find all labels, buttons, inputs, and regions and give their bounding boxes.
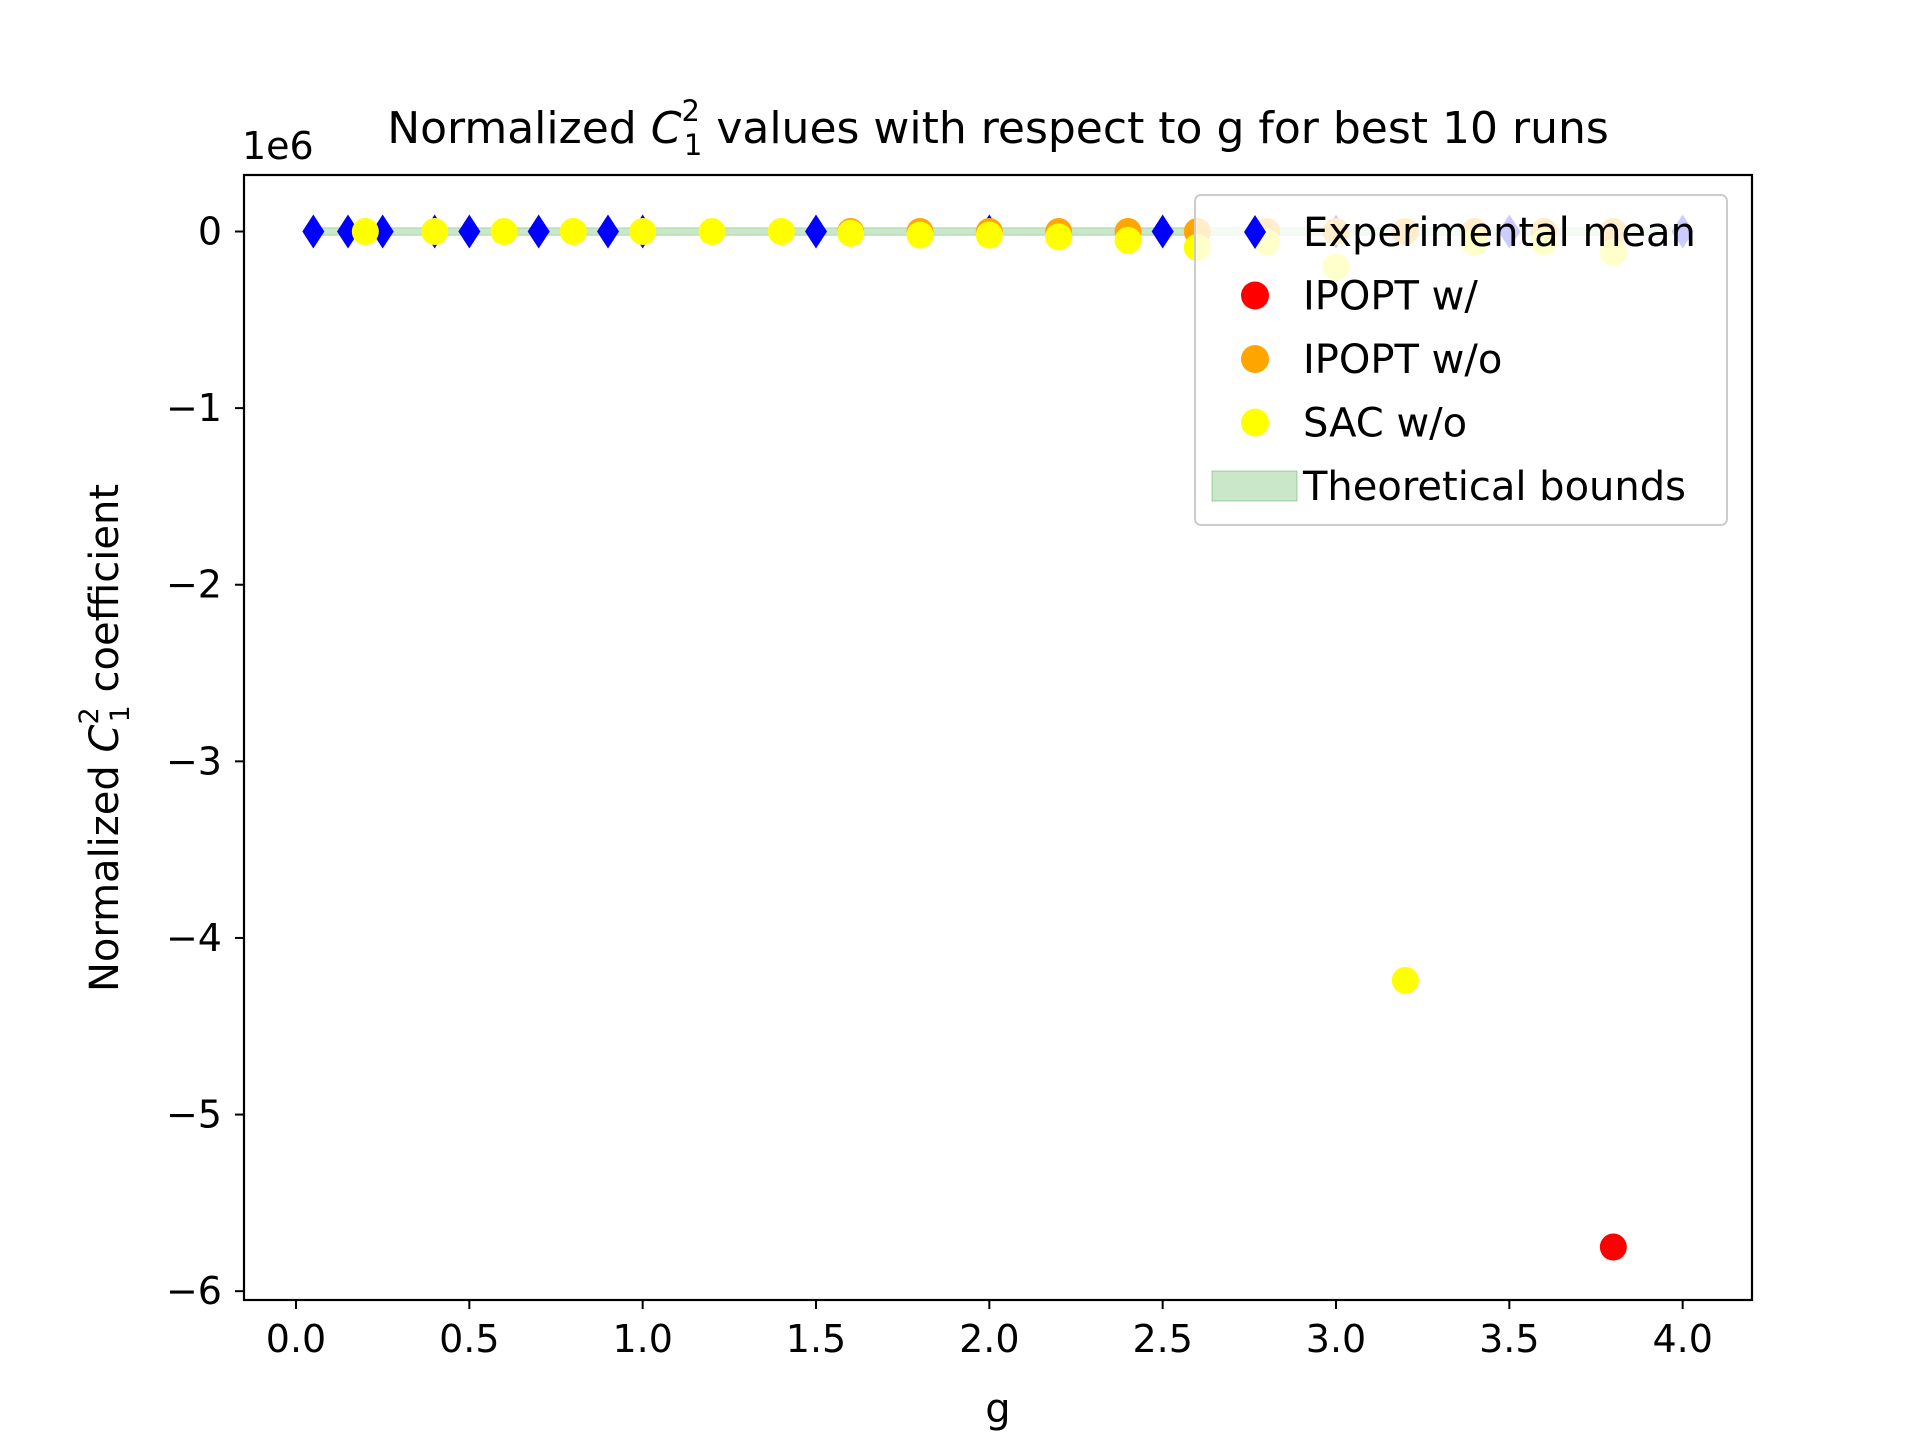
axes-frame bbox=[242, 173, 1754, 1302]
x-tick-label: 4.0 bbox=[1652, 1317, 1712, 1361]
x-axis-label: g bbox=[985, 1386, 1010, 1432]
x-tick-label: 3.5 bbox=[1479, 1317, 1539, 1361]
legend-label: Theoretical bounds bbox=[1302, 464, 1686, 510]
x-tick-label: 2.0 bbox=[959, 1317, 1019, 1361]
legend-item: Experimental mean bbox=[1244, 210, 1696, 256]
x-tick-label: 3.0 bbox=[1306, 1317, 1366, 1361]
y-tick-label: 0 bbox=[198, 210, 222, 254]
x-tick-label: 0.5 bbox=[439, 1317, 499, 1361]
data-point bbox=[458, 214, 481, 249]
data-point bbox=[559, 218, 587, 246]
data-point bbox=[805, 214, 827, 249]
legend-marker-circle bbox=[1241, 408, 1269, 437]
x-tick-label: 1.0 bbox=[612, 1317, 672, 1361]
data-point bbox=[490, 218, 518, 246]
data-point bbox=[975, 221, 1003, 249]
chart-title: Normalized C2 1 values with respect to g … bbox=[387, 94, 1609, 162]
y-axis-label: Normalized C21 coefficient bbox=[74, 484, 136, 992]
y-axis-ticks: 0 −1 −2 −3 −4 −5 −6 bbox=[166, 210, 244, 1313]
x-axis-ticks: 0.0 0.5 1.0 1.5 2.0 2.5 3.0 3.5 4.0 bbox=[266, 1300, 1713, 1361]
y-offset-label: 1e6 bbox=[242, 124, 314, 168]
legend-label: IPOPT w/ bbox=[1303, 274, 1478, 320]
legend-item: Theoretical bounds bbox=[1211, 464, 1686, 510]
legend-item: SAC w/o bbox=[1241, 401, 1467, 447]
data-point bbox=[1151, 214, 1174, 249]
legend-label: IPOPT w/o bbox=[1303, 337, 1502, 383]
data-point bbox=[767, 218, 795, 246]
legend-box bbox=[1194, 194, 1728, 526]
legend-marker-circle bbox=[1241, 345, 1269, 373]
data-point bbox=[371, 214, 394, 249]
data-point bbox=[1599, 1233, 1627, 1261]
data-point bbox=[302, 214, 325, 249]
data-point bbox=[1391, 966, 1419, 994]
data-point bbox=[597, 214, 619, 249]
y-tick-label: −1 bbox=[166, 386, 222, 430]
y-tick-label: −6 bbox=[166, 1269, 222, 1313]
data-point bbox=[837, 219, 865, 247]
legend-marker-circle bbox=[1241, 281, 1269, 310]
legend-item: IPOPT w/o bbox=[1241, 337, 1502, 383]
data-point bbox=[421, 218, 449, 246]
x-tick-label: 1.5 bbox=[786, 1317, 846, 1361]
legend-item: IPOPT w/ bbox=[1241, 274, 1478, 320]
data-point bbox=[337, 214, 359, 249]
data-point bbox=[629, 218, 657, 246]
y-tick-label: −4 bbox=[166, 916, 222, 960]
data-point bbox=[1114, 226, 1142, 254]
data-point bbox=[906, 221, 934, 249]
data-point bbox=[527, 214, 550, 249]
legend-marker-diamond bbox=[1244, 215, 1266, 249]
x-tick-label: 0.0 bbox=[266, 1317, 326, 1361]
data-point bbox=[698, 218, 726, 246]
legend-label: Experimental mean bbox=[1303, 210, 1696, 256]
legend-label: SAC w/o bbox=[1303, 401, 1467, 447]
y-tick-label: −3 bbox=[166, 739, 222, 783]
data-point bbox=[351, 218, 379, 246]
y-tick-label: −2 bbox=[166, 563, 222, 607]
legend: Experimental mean IPOPT w/IPOPT w/o SAC w/… bbox=[1194, 194, 1728, 526]
x-tick-label: 2.5 bbox=[1132, 1317, 1192, 1361]
series-ipopt-w- bbox=[1599, 1233, 1627, 1261]
legend-marker-patch bbox=[1211, 470, 1298, 502]
data-point bbox=[1045, 223, 1073, 251]
y-tick-label: −5 bbox=[166, 1093, 222, 1137]
